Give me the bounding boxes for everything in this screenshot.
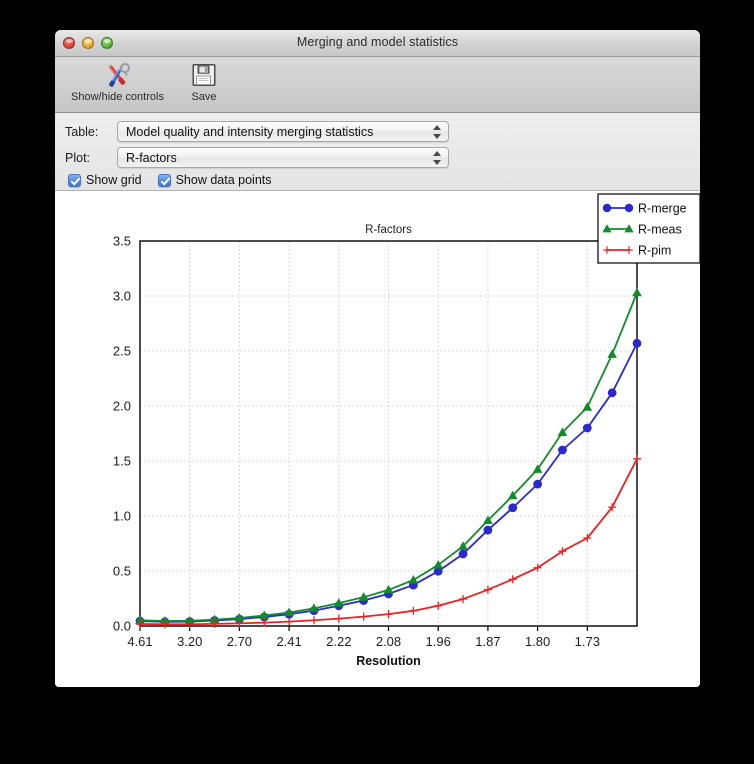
- table-row: Table: Model quality and intensity mergi…: [65, 121, 700, 142]
- legend-label: R-merge: [638, 202, 687, 216]
- close-button[interactable]: [63, 37, 75, 49]
- r-factors-chart: 0.0 0.5 1.0 1.5 2.0 2.5 3.0 3.5 4.61 3.20 2.70 2.4…: [113, 193, 700, 668]
- y-tick-label: 3.0: [113, 289, 131, 304]
- x-tick-label: 1.87: [475, 634, 500, 649]
- show-data-points-label: Show data points: [175, 173, 272, 187]
- x-axis-label: Resolution: [356, 654, 421, 668]
- table-label: Table:: [65, 124, 99, 139]
- y-tick-label: 3.5: [113, 234, 131, 249]
- chart-gridlines: [139, 241, 637, 626]
- save-button[interactable]: Save: [181, 57, 227, 103]
- legend-label: R-pim: [638, 244, 671, 258]
- app-window: Merging and model statistics: [55, 30, 700, 687]
- x-tick-label: 1.73: [575, 634, 600, 649]
- window-controls: [63, 37, 113, 49]
- chart-series: [135, 287, 642, 629]
- series-r-pim: [136, 454, 641, 629]
- zoom-button[interactable]: [101, 37, 113, 49]
- tools-icon: [71, 60, 163, 90]
- x-tick-label: 2.70: [227, 634, 252, 649]
- y-tick-label: 0.5: [113, 564, 131, 579]
- plot-select-value: R-factors: [126, 150, 177, 165]
- plot-select[interactable]: R-factors: [117, 147, 449, 168]
- show-grid-label: Show grid: [86, 173, 142, 187]
- plot-area: 0.0 0.5 1.0 1.5 2.0 2.5 3.0 3.5 4.61 3.20 2.70 2.4…: [55, 191, 700, 687]
- plot-row: Plot: R-factors: [65, 147, 700, 168]
- show-hide-controls-label: Show/hide controls: [71, 91, 164, 103]
- x-tick-label: 1.96: [426, 634, 451, 649]
- y-tick-label: 1.0: [113, 509, 131, 524]
- checkmark-icon: [157, 173, 171, 187]
- plot-label: Plot:: [65, 150, 91, 165]
- x-tick-label: 2.08: [376, 634, 401, 649]
- controls-panel: Table: Model quality and intensity mergi…: [55, 113, 700, 191]
- toolbar: Show/hide controls Save: [55, 57, 700, 113]
- y-tick-label: 2.5: [113, 344, 131, 359]
- table-select-value: Model quality and intensity merging stat…: [126, 124, 374, 139]
- legend-label: R-meas: [638, 223, 682, 237]
- show-data-points-checkbox[interactable]: Show data points: [157, 173, 272, 187]
- x-tick-label: 3.20: [177, 634, 202, 649]
- chevron-updown-icon: [433, 150, 442, 166]
- minimize-button[interactable]: [82, 37, 94, 49]
- y-tick-label: 2.0: [113, 399, 131, 414]
- floppy-disk-icon: [181, 60, 227, 90]
- save-label: Save: [191, 91, 217, 103]
- x-tick-label: 4.61: [127, 634, 152, 649]
- window-title: Merging and model statistics: [296, 35, 459, 49]
- table-select[interactable]: Model quality and intensity merging stat…: [117, 121, 449, 142]
- show-grid-checkbox[interactable]: Show grid: [68, 173, 142, 187]
- chart-title: R-factors: [365, 224, 412, 236]
- series-r-meas: [135, 287, 642, 625]
- chart-legend: R-merge R-meas R-pim: [597, 193, 700, 264]
- window-titlebar: Merging and model statistics: [55, 30, 700, 57]
- y-tick-label: 0.0: [113, 619, 131, 634]
- chevron-updown-icon: [433, 124, 442, 140]
- y-tick-label: 1.5: [113, 454, 131, 469]
- x-axis-tick-labels: 4.61 3.20 2.70 2.41 2.22 2.08 1.96 1.87 1.80 1.73: [127, 634, 600, 649]
- y-axis-tick-labels: 0.0 0.5 1.0 1.5 2.0 2.5 3.0 3.5: [113, 234, 131, 634]
- show-hide-controls-button[interactable]: Show/hide controls: [71, 57, 164, 103]
- checkbox-row: Show grid Show data points: [65, 173, 700, 187]
- checkmark-icon: [68, 173, 81, 187]
- x-axis-ticks: [139, 626, 588, 631]
- x-tick-label: 2.22: [326, 634, 351, 649]
- x-tick-label: 2.41: [276, 634, 301, 649]
- x-tick-label: 1.80: [525, 634, 550, 649]
